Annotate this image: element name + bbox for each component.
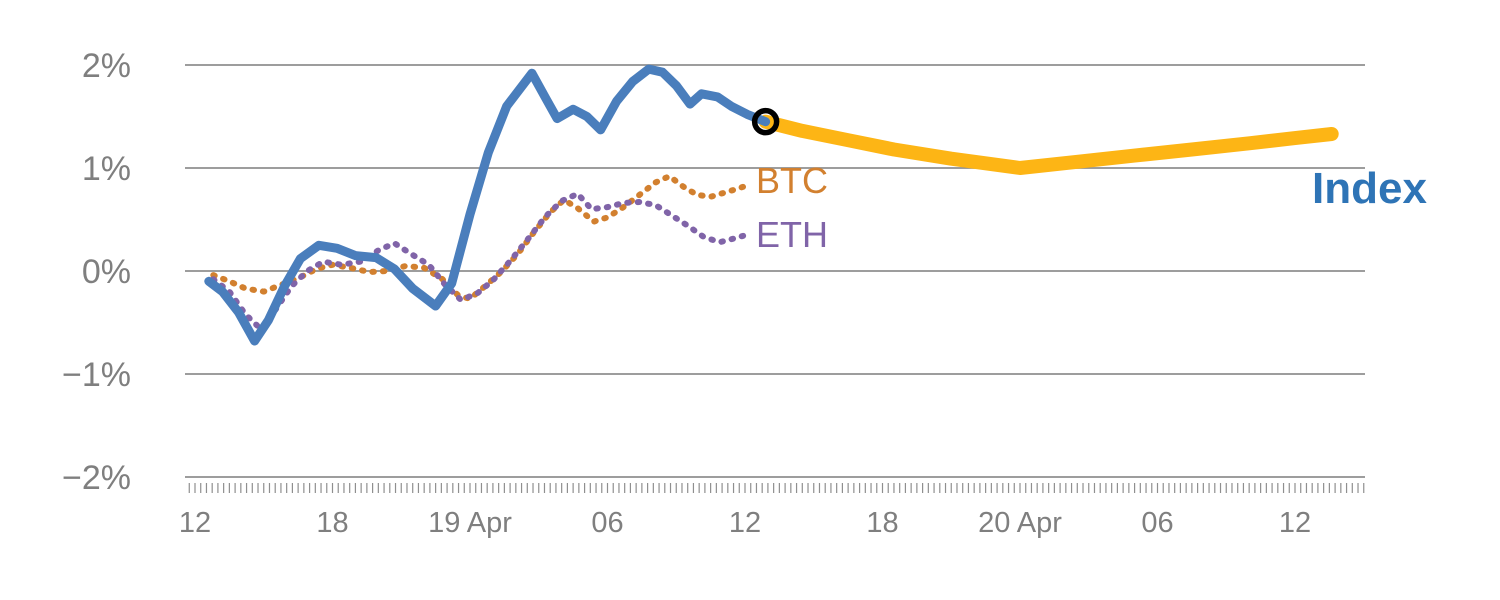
x-axis-tick-label: 18 (316, 507, 348, 539)
x-axis-tick-label: 19 Apr (428, 507, 512, 539)
x-axis-tick-label: 20 Apr (978, 507, 1062, 539)
x-axis-tick-label: 12 (1279, 507, 1311, 539)
index-series-line (204, 64, 771, 346)
index-projected-series-line (758, 114, 1339, 175)
y-axis-tick-label: −1% (62, 356, 131, 394)
x-axis-tick-label: 06 (591, 507, 623, 539)
x-axis-tick-label: 18 (866, 507, 898, 539)
x-axis-tick-label: 12 (729, 507, 761, 539)
eth-series-label: ETH (756, 214, 828, 255)
x-axis-tick-label: 12 (179, 507, 211, 539)
y-axis-tick-label: 1% (82, 150, 131, 188)
current-point-marker (751, 107, 780, 136)
index-series-label: Index (1312, 164, 1427, 213)
y-axis-tick-label: −2% (62, 459, 131, 497)
y-axis-tick-label: 0% (82, 253, 131, 291)
x-axis-tick-label: 06 (1141, 507, 1173, 539)
eth-series-line (210, 190, 753, 333)
y-axis-tick-label: 2% (82, 47, 131, 85)
btc-series-label: BTC (756, 160, 828, 201)
